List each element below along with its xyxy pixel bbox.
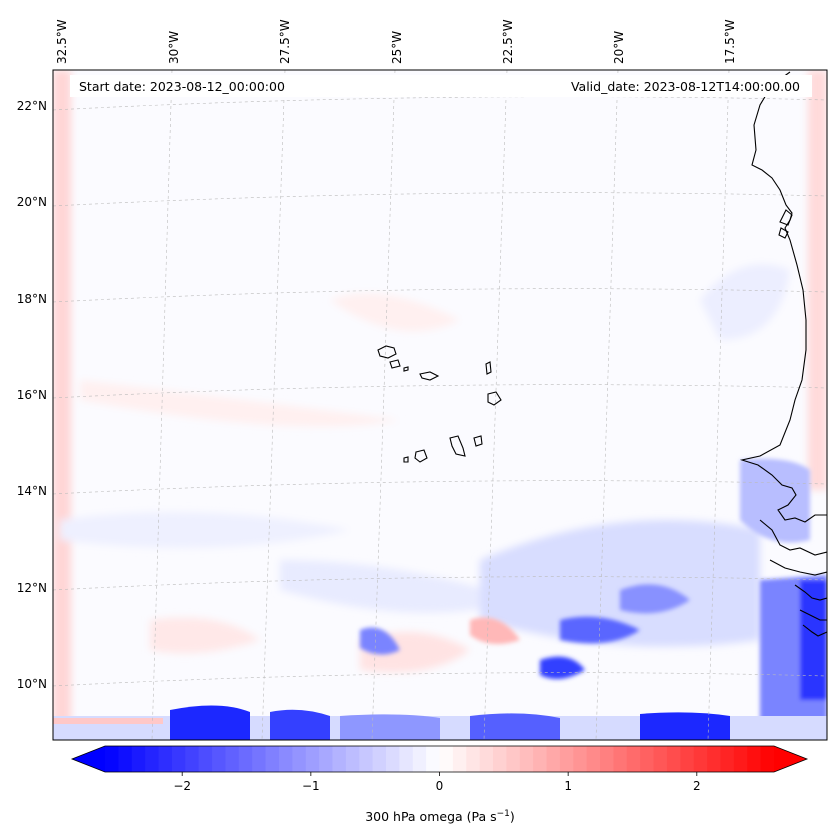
- omega-field: [53, 70, 827, 740]
- lat-tick-label: 12°N: [17, 581, 47, 595]
- lat-tick-label: 16°N: [17, 388, 47, 402]
- colorbar-segment: [546, 746, 561, 772]
- colorbar-segment: [653, 746, 668, 772]
- lat-tick-label: 22°N: [17, 99, 47, 113]
- colorbar-segment: [265, 746, 280, 772]
- colorbar-gradient: [105, 746, 775, 772]
- colorbar-segment: [693, 746, 708, 772]
- colorbar-segment: [573, 746, 588, 772]
- colorbar-segment: [426, 746, 441, 772]
- colorbar-segment: [519, 746, 534, 772]
- colorbar-segment: [533, 746, 548, 772]
- colorbar-segment: [372, 746, 387, 772]
- colorbar-segment: [399, 746, 414, 772]
- start-date-label: Start date: 2023-08-12_00:00:00: [79, 79, 285, 94]
- lon-tick-label: 25°W: [390, 31, 404, 64]
- lon-tick-label: 30°W: [167, 31, 181, 64]
- cape-verde-islands: [377, 345, 502, 463]
- colorbar-segment: [640, 746, 655, 772]
- lat-tick-label: 20°N: [17, 195, 47, 209]
- colorbar-segment: [131, 746, 146, 772]
- map-panel: Start date: 2023-08-12_00:00:00 Valid_da…: [53, 70, 827, 740]
- colorbar-segment: [439, 746, 454, 772]
- lat-tick-label: 18°N: [17, 292, 47, 306]
- colorbar-segment: [345, 746, 360, 772]
- lat-tick-label: 14°N: [17, 484, 47, 498]
- colorbar-tick-label: −1: [302, 779, 320, 793]
- colorbar-outline: [70, 745, 809, 773]
- colorbar-segment: [733, 746, 748, 772]
- colorbar-segment: [626, 746, 641, 772]
- colorbar-segment: [319, 746, 334, 772]
- colorbar-segment: [720, 746, 735, 772]
- colorbar-segment: [198, 746, 213, 772]
- lon-tick-label: 22.5°W: [501, 19, 515, 64]
- colorbar-segment: [359, 746, 374, 772]
- valid-date-label: Valid_date: 2023-08-12T14:00:00.00: [571, 79, 800, 94]
- lon-tick-label: 17.5°W: [723, 19, 737, 64]
- colorbar-segment: [332, 746, 347, 772]
- latitude-ticks: 22°N 20°N 18°N 16°N 14°N 12°N 10°N: [17, 99, 47, 691]
- colorbar-segment: [212, 746, 227, 772]
- lon-tick-label: 27.5°W: [278, 19, 292, 64]
- colorbar-segment: [145, 746, 160, 772]
- colorbar-segment: [278, 746, 293, 772]
- colorbar-segment: [225, 746, 240, 772]
- colorbar-extend-max: [774, 746, 807, 772]
- colorbar-segment: [452, 746, 467, 772]
- colorbar-label-sup: −1: [497, 809, 510, 819]
- colorbar-extend-min: [72, 746, 105, 772]
- map-frame: [52, 69, 828, 741]
- colorbar-label-main: 300 hPa omega (Pa s: [365, 809, 496, 824]
- colorbar-segment: [185, 746, 200, 772]
- colorbar-tick-label: −2: [173, 779, 191, 793]
- colorbar-segment: [680, 746, 695, 772]
- colorbar-segment: [586, 746, 601, 772]
- colorbar: −2 −1 0 1 2 300 hPa omega (Pa s−1): [70, 745, 809, 824]
- colorbar-segment: [613, 746, 628, 772]
- colorbar-tick-label: 1: [564, 779, 572, 793]
- colorbar-tick-label: 2: [693, 779, 701, 793]
- lon-tick-label: 20°W: [612, 31, 626, 64]
- colorbar-segment: [479, 746, 494, 772]
- colorbar-segment: [118, 746, 133, 772]
- colorbar-segment: [238, 746, 253, 772]
- colorbar-segment: [252, 746, 267, 772]
- graticule: [53, 70, 827, 740]
- colorbar-segment: [559, 746, 574, 772]
- colorbar-segment: [385, 746, 400, 772]
- colorbar-segment: [305, 746, 320, 772]
- colorbar-segment: [493, 746, 507, 772]
- colorbar-segment: [666, 746, 681, 772]
- lon-tick-label: 32.5°W: [55, 19, 69, 64]
- colorbar-label: 300 hPa omega (Pa s−1): [365, 809, 515, 824]
- colorbar-segment: [292, 746, 307, 772]
- coastline-west-africa: [739, 71, 827, 637]
- colorbar-tick-label: 0: [436, 779, 444, 793]
- colorbar-segment: [747, 746, 762, 772]
- colorbar-segment: [158, 746, 173, 772]
- colorbar-segment: [506, 746, 521, 772]
- colorbar-segment: [412, 746, 427, 772]
- colorbar-label-end: ): [510, 809, 515, 824]
- colorbar-segment: [707, 746, 722, 772]
- longitude-ticks: 32.5°W 30°W 27.5°W 25°W 22.5°W 20°W 17.5…: [55, 19, 737, 64]
- lat-tick-label: 10°N: [17, 677, 47, 691]
- colorbar-segment: [466, 746, 481, 772]
- colorbar-segment: [760, 746, 775, 772]
- info-bar: [70, 75, 812, 97]
- colorbar-segment: [171, 746, 186, 772]
- colorbar-segment: [105, 746, 119, 772]
- colorbar-ticks: −2 −1 0 1 2: [173, 772, 701, 793]
- colorbar-segment: [600, 746, 615, 772]
